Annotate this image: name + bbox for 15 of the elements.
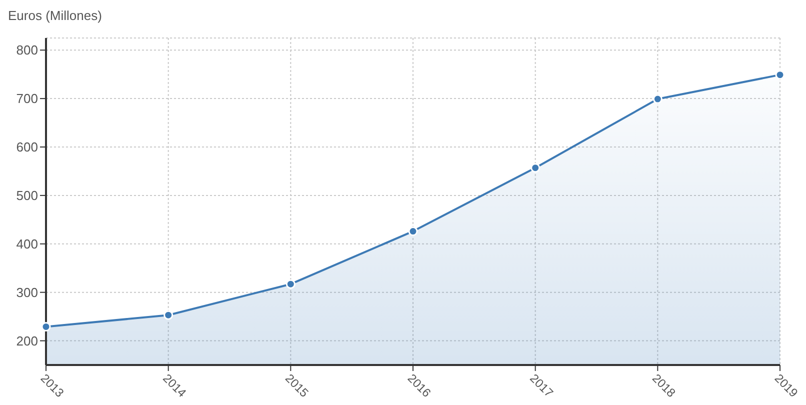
point (530, 163, 540, 173)
y-tick-label: 500 (16, 188, 38, 204)
point (164, 310, 174, 320)
point (41, 322, 51, 332)
y-tick-label: 700 (16, 91, 38, 106)
point (775, 70, 785, 80)
y-tick-label: 300 (16, 284, 38, 300)
y-tick-label: 400 (16, 236, 38, 252)
y-axis-title: Euros (Millones) (8, 8, 102, 23)
point (408, 226, 418, 236)
y-tick-label: 800 (16, 42, 38, 58)
point (652, 94, 662, 104)
y-tick-label: 200 (16, 333, 38, 348)
point (286, 279, 296, 289)
y-tick-label: 600 (16, 140, 38, 155)
